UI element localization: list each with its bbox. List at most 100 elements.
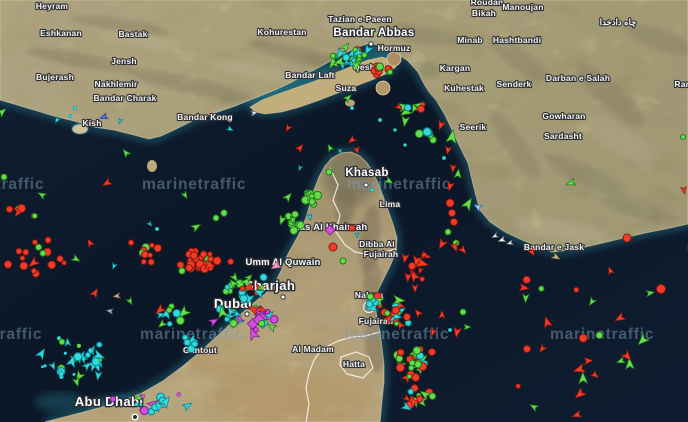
vessel-marker[interactable] xyxy=(404,103,412,112)
vessel-marker[interactable] xyxy=(19,261,29,271)
vessel-marker[interactable] xyxy=(387,68,394,75)
vessel-marker[interactable] xyxy=(96,341,103,348)
vessel-marker[interactable] xyxy=(497,235,507,244)
vessel-marker[interactable] xyxy=(407,269,421,283)
vessel-marker[interactable] xyxy=(35,347,49,361)
vessel-marker[interactable] xyxy=(354,232,360,239)
vessel-marker[interactable] xyxy=(416,395,424,403)
vessel-marker[interactable] xyxy=(81,357,86,362)
vessel-marker[interactable] xyxy=(354,55,364,63)
vessel-marker[interactable] xyxy=(325,168,333,176)
vessel-marker[interactable] xyxy=(406,394,420,409)
vessel-marker[interactable] xyxy=(39,249,47,257)
vessel-marker[interactable] xyxy=(565,177,577,188)
vessel-marker[interactable] xyxy=(147,252,153,259)
vessel-marker[interactable] xyxy=(365,300,374,308)
vessel-marker[interactable] xyxy=(47,260,57,270)
vessel-marker[interactable] xyxy=(259,273,268,282)
vessel-marker[interactable] xyxy=(89,287,101,299)
vessel-marker[interactable] xyxy=(515,383,521,389)
vessel-marker[interactable] xyxy=(98,358,103,362)
vessel-marker[interactable] xyxy=(282,191,294,203)
vessel-marker[interactable] xyxy=(412,346,422,355)
vessel-marker[interactable] xyxy=(400,401,413,413)
vessel-marker[interactable] xyxy=(154,226,160,232)
vessel-marker[interactable] xyxy=(384,309,391,317)
vessel-marker[interactable] xyxy=(217,305,229,319)
vessel-marker[interactable] xyxy=(346,134,358,145)
vessel-marker[interactable] xyxy=(35,243,43,251)
vessel-marker[interactable] xyxy=(414,129,424,139)
vessel-marker[interactable] xyxy=(291,210,299,219)
vessel-marker[interactable] xyxy=(339,41,352,54)
vessel-marker[interactable] xyxy=(212,256,222,266)
vessel-marker[interactable] xyxy=(203,259,216,270)
vessel-marker[interactable] xyxy=(538,285,545,292)
vessel-marker[interactable] xyxy=(656,284,666,294)
vessel-marker[interactable] xyxy=(239,294,248,303)
vessel-marker[interactable] xyxy=(541,315,554,329)
vessel-marker[interactable] xyxy=(523,345,531,353)
vessel-marker[interactable] xyxy=(312,190,323,200)
vessel-marker[interactable] xyxy=(407,388,414,395)
vessel-marker[interactable] xyxy=(166,306,173,314)
vessel-marker[interactable] xyxy=(134,402,139,407)
vessel-marker[interactable] xyxy=(402,142,408,148)
vessel-marker[interactable] xyxy=(81,360,93,372)
vessel-marker[interactable] xyxy=(620,349,634,363)
vessel-marker[interactable] xyxy=(243,282,255,293)
vessel-marker[interactable] xyxy=(392,294,406,305)
vessel-marker[interactable] xyxy=(0,173,8,181)
vessel-marker[interactable] xyxy=(229,319,238,328)
vessel-marker[interactable] xyxy=(395,363,405,373)
vessel-marker[interactable] xyxy=(450,218,458,226)
vessel-marker[interactable] xyxy=(176,261,185,269)
vessel-marker[interactable] xyxy=(166,320,173,327)
vessel-marker[interactable] xyxy=(438,310,446,319)
vessel-marker[interactable] xyxy=(63,351,68,356)
vessel-marker[interactable] xyxy=(156,318,168,330)
vessel-marker[interactable] xyxy=(506,239,514,246)
vessel-marker[interactable] xyxy=(326,143,335,153)
vessel-marker[interactable] xyxy=(453,168,462,179)
vessel-marker[interactable] xyxy=(5,205,14,213)
vessel-marker[interactable] xyxy=(472,202,484,212)
vessel-marker[interactable] xyxy=(269,259,283,272)
vessel-marker[interactable] xyxy=(333,55,346,67)
vessel-marker[interactable] xyxy=(207,251,213,257)
vessel-marker[interactable] xyxy=(537,343,548,354)
vessel-marker[interactable] xyxy=(3,260,13,269)
vessel-marker[interactable] xyxy=(227,277,239,290)
vessel-marker[interactable] xyxy=(156,311,166,319)
vessel-marker[interactable] xyxy=(235,314,244,324)
vessel-marker[interactable] xyxy=(61,260,67,266)
vessel-marker[interactable] xyxy=(416,266,424,275)
vessel-marker[interactable] xyxy=(146,220,153,228)
vessel-marker[interactable] xyxy=(224,284,231,290)
vessel-marker[interactable] xyxy=(17,203,27,213)
vessel-marker[interactable] xyxy=(212,214,220,222)
vessel-marker[interactable] xyxy=(449,241,460,253)
vessel-marker[interactable] xyxy=(400,115,410,127)
vessel-marker[interactable] xyxy=(583,357,594,366)
vessel-marker[interactable] xyxy=(403,313,411,321)
vessel-marker[interactable] xyxy=(140,250,149,259)
vessel-marker[interactable] xyxy=(396,348,405,357)
vessel-marker[interactable] xyxy=(225,306,236,318)
vessel-marker[interactable] xyxy=(246,326,260,342)
vessel-marker[interactable] xyxy=(383,314,395,325)
vessel-marker[interactable] xyxy=(26,256,41,270)
vessel-marker[interactable] xyxy=(253,327,259,333)
vessel-marker[interactable] xyxy=(139,406,149,416)
vessel-marker[interactable] xyxy=(65,354,78,369)
vessel-marker[interactable] xyxy=(622,233,632,243)
vessel-marker[interactable] xyxy=(296,220,305,230)
vessel-marker[interactable] xyxy=(140,394,146,399)
vessel-marker[interactable] xyxy=(413,307,424,319)
vessel-marker[interactable] xyxy=(133,393,143,402)
vessel-marker[interactable] xyxy=(447,327,453,333)
vessel-marker[interactable] xyxy=(247,303,261,316)
vessel-marker[interactable] xyxy=(140,258,147,265)
vessel-marker[interactable] xyxy=(76,343,82,349)
